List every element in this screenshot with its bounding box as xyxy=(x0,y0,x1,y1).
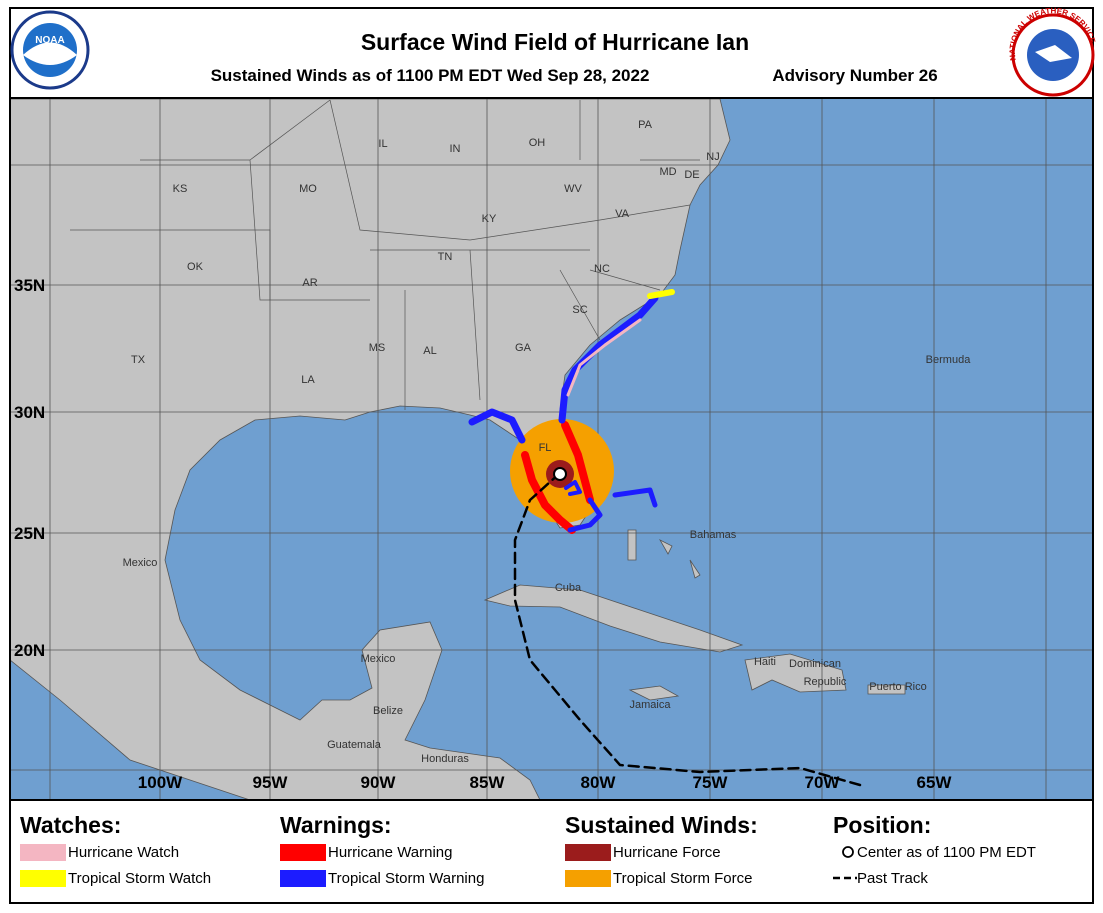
legend-item: Tropical Storm Force xyxy=(613,870,752,887)
ts-warning-lake xyxy=(564,480,582,496)
place-label: NC xyxy=(594,263,610,275)
legend-item: Hurricane Force xyxy=(613,844,721,861)
place-label: Bermuda xyxy=(926,354,972,366)
place-label: Mexico xyxy=(123,557,158,569)
bahamas xyxy=(627,529,701,579)
place-label: Republic xyxy=(804,676,847,688)
title: Surface Wind Field of Hurricane Ian xyxy=(361,29,749,55)
latitude-label: 20N xyxy=(14,641,45,660)
legend-swatch xyxy=(20,870,66,887)
hurricane-warning-west xyxy=(521,451,576,534)
legend-center-symbol xyxy=(842,846,854,858)
longitude-label: 95W xyxy=(253,773,289,792)
longitude-label: 85W xyxy=(470,773,506,792)
legend: Watches: Hurricane Watch Tropical Storm Wa… xyxy=(20,812,1036,887)
place-label: KY xyxy=(482,213,497,225)
lat-lon-labels: 35N 30N 25N 20N 100W 95W 90W 85W 80W 75W 70W 65W xyxy=(14,276,952,792)
longitude-label: 100W xyxy=(138,773,183,792)
legend-item: Past Track xyxy=(857,870,928,887)
place-label: Belize xyxy=(373,705,403,717)
place-label: MS xyxy=(369,342,386,354)
place-label: OK xyxy=(187,261,204,273)
place-label: MD xyxy=(659,166,676,178)
ts-warning-bigbend xyxy=(468,408,526,444)
place-label: NJ xyxy=(706,151,719,163)
latitude-label: 35N xyxy=(14,276,45,295)
place-label: AR xyxy=(302,277,317,289)
legend-swatch xyxy=(565,870,611,887)
place-label: Jamaica xyxy=(630,699,672,711)
graticule xyxy=(11,99,1092,799)
legend-swatch xyxy=(280,870,326,887)
ts-warning-keys xyxy=(567,497,603,533)
place-label: PA xyxy=(638,119,653,131)
longitude-label: 90W xyxy=(361,773,397,792)
place-label: KS xyxy=(173,183,188,195)
legend-heading: Position: xyxy=(833,812,931,838)
legend-item: Tropical Storm Warning xyxy=(328,870,484,887)
nws-logo: NATIONAL WEATHER SERVICE xyxy=(1008,6,1097,97)
hazards xyxy=(468,289,862,787)
place-label: MO xyxy=(299,183,317,195)
ts-warning-bahamas xyxy=(612,487,658,508)
legend-heading: Warnings: xyxy=(280,812,392,838)
place-label: Haiti xyxy=(754,656,776,668)
center-position xyxy=(553,467,567,481)
legend-swatch xyxy=(20,844,66,861)
longitude-label: 65W xyxy=(917,773,953,792)
past-track xyxy=(513,471,862,787)
latitude-label: 25N xyxy=(14,524,45,543)
longitude-label: 75W xyxy=(693,773,729,792)
legend-item: Center as of 1100 PM EDT xyxy=(857,844,1036,861)
place-label: IL xyxy=(378,138,387,150)
legend-swatch xyxy=(280,844,326,861)
legend-swatch xyxy=(565,844,611,861)
legend-item: Tropical Storm Watch xyxy=(68,870,211,887)
hurricane-warning-east xyxy=(561,421,594,504)
ts-watch xyxy=(647,289,675,299)
place-label: OH xyxy=(529,137,546,149)
place-label: Dominican xyxy=(789,658,841,670)
longitude-label: 80W xyxy=(581,773,617,792)
place-label: Puerto Rico xyxy=(869,681,926,693)
legend-heading: Watches: xyxy=(20,812,121,838)
place-label: Guatemala xyxy=(327,739,382,751)
cuba xyxy=(483,584,744,653)
puerto-rico xyxy=(867,684,906,695)
legend-item: Hurricane Watch xyxy=(68,844,179,861)
place-labels: KS MO IL IN OH PA NJ MD DE WV VA KY TN NC OK AR SC MS AL GA… xyxy=(123,119,972,765)
place-label: TN xyxy=(438,251,453,263)
subtitle: Sustained Winds as of 1100 PM EDT Wed Se… xyxy=(211,66,650,85)
place-label: SC xyxy=(572,304,587,316)
place-label: FL xyxy=(539,442,552,454)
legend-item: Hurricane Warning xyxy=(328,844,453,861)
place-label: TX xyxy=(131,354,146,366)
place-label: DE xyxy=(684,169,699,181)
latitude-label: 30N xyxy=(14,403,45,422)
hurricane-watch xyxy=(566,318,642,397)
place-label: VA xyxy=(615,208,630,220)
place-label: Bahamas xyxy=(690,529,737,541)
hispaniola xyxy=(744,653,847,693)
place-label: LA xyxy=(301,374,315,386)
noaa-text: NOAA xyxy=(35,35,64,46)
place-label: GA xyxy=(515,342,532,354)
noaa-logo: NOAA xyxy=(10,10,90,90)
place-label: Cuba xyxy=(555,582,582,594)
place-label: IN xyxy=(450,143,461,155)
legend-heading: Sustained Winds: xyxy=(565,812,758,838)
place-label: Honduras xyxy=(421,753,469,765)
place-label: AL xyxy=(423,345,436,357)
longitude-label: 70W xyxy=(805,773,841,792)
advisory: Advisory Number 26 xyxy=(772,66,937,85)
jamaica xyxy=(628,685,680,701)
place-label: Mexico xyxy=(361,653,396,665)
mainland xyxy=(11,99,731,799)
place-label: WV xyxy=(564,183,582,195)
map-area: KS MO IL IN OH PA NJ MD DE WV VA KY TN NC OK AR SC MS AL GA… xyxy=(11,99,1092,799)
